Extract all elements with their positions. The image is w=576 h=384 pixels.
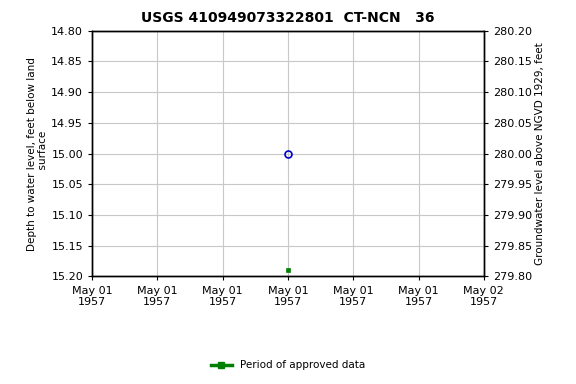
Y-axis label: Groundwater level above NGVD 1929, feet: Groundwater level above NGVD 1929, feet — [535, 42, 545, 265]
Y-axis label: Depth to water level, feet below land
  surface: Depth to water level, feet below land su… — [27, 57, 48, 250]
Legend: Period of approved data: Period of approved data — [207, 356, 369, 374]
Title: USGS 410949073322801  CT-NCN   36: USGS 410949073322801 CT-NCN 36 — [141, 12, 435, 25]
